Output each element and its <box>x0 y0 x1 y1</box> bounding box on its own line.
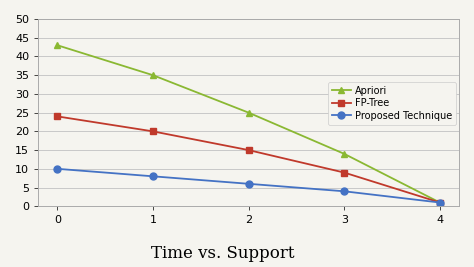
Apriori <box>341 152 347 155</box>
Apriori <box>55 44 60 47</box>
Proposed Technique <box>246 182 251 185</box>
FP-Tree <box>246 148 251 152</box>
Proposed Technique <box>437 201 443 204</box>
Proposed Technique <box>55 167 60 170</box>
FP-Tree <box>150 130 156 133</box>
FP-Tree <box>55 115 60 118</box>
FP-Tree <box>437 201 443 204</box>
Proposed Technique <box>341 190 347 193</box>
Text: Time vs. Support: Time vs. Support <box>151 245 294 262</box>
Apriori <box>246 111 251 114</box>
Apriori <box>150 74 156 77</box>
Apriori <box>437 201 443 204</box>
Proposed Technique <box>150 175 156 178</box>
Legend: Apriori, FP-Tree, Proposed Technique: Apriori, FP-Tree, Proposed Technique <box>328 82 456 125</box>
FP-Tree <box>341 171 347 174</box>
Line: Apriori: Apriori <box>54 42 443 206</box>
Line: Proposed Technique: Proposed Technique <box>54 165 443 206</box>
Line: FP-Tree: FP-Tree <box>54 113 443 206</box>
